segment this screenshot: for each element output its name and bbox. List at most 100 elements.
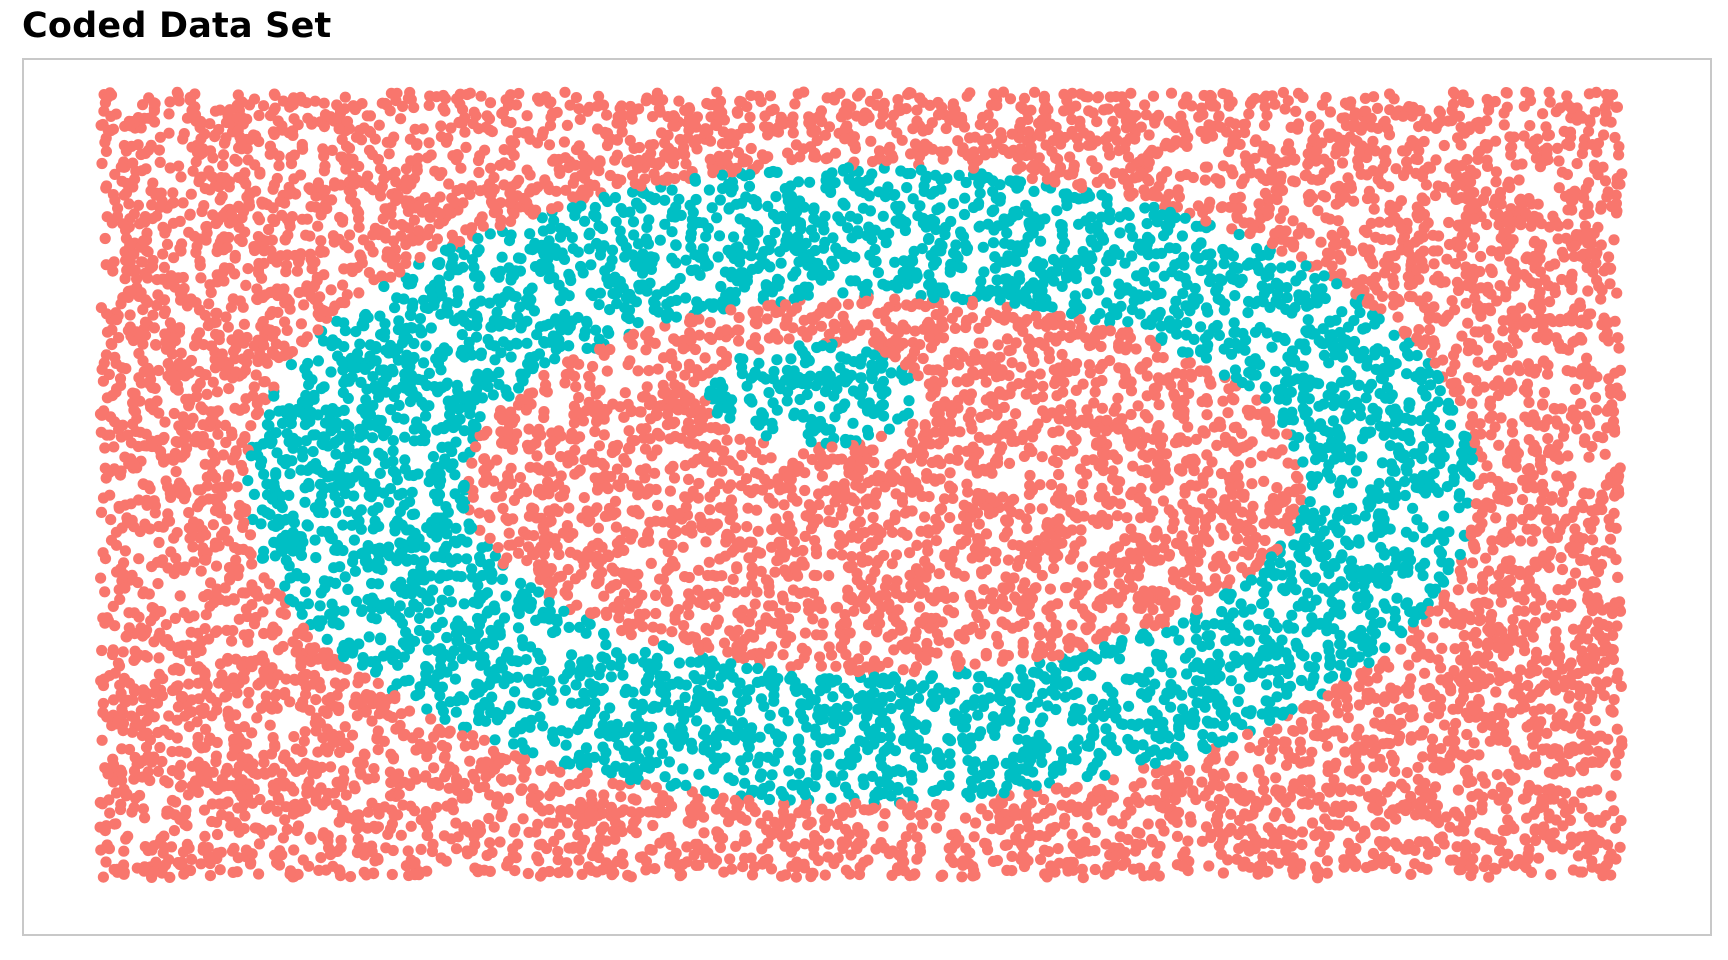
scatter-point-outer bbox=[1130, 343, 1142, 355]
scatter-point-outer bbox=[170, 466, 182, 478]
scatter-point-outer bbox=[1080, 579, 1092, 592]
scatter-point-outer bbox=[842, 561, 855, 573]
scatter-point-ring bbox=[1225, 675, 1237, 687]
chart-title: Coded Data Set bbox=[22, 6, 332, 46]
scatter-point-ring bbox=[521, 337, 533, 349]
scatter-point-outer bbox=[570, 381, 582, 393]
scatter-point-outer bbox=[978, 584, 990, 596]
scatter-point-outer bbox=[1001, 864, 1013, 877]
scatter-point-outer bbox=[505, 116, 517, 129]
scatter-point-outer bbox=[930, 513, 942, 525]
scatter-point-outer bbox=[754, 547, 767, 559]
scatter-point-outer bbox=[626, 338, 638, 350]
scatter-point-outer bbox=[955, 538, 967, 550]
scatter-point-outer bbox=[251, 283, 263, 295]
scatter-point-ring bbox=[902, 786, 914, 798]
scatter-point-ring bbox=[393, 489, 405, 501]
scatter-point-outer bbox=[769, 566, 781, 578]
scatter-point-outer bbox=[478, 429, 490, 441]
scatter-point-ring bbox=[299, 496, 311, 508]
scatter-point-outer bbox=[1112, 392, 1124, 404]
scatter-point-outer bbox=[240, 279, 252, 291]
scatter-point-outer bbox=[205, 577, 217, 589]
scatter-point-ring bbox=[330, 507, 342, 519]
scatter-point-ring bbox=[1218, 258, 1230, 270]
scatter-point-ring bbox=[489, 734, 501, 746]
scatter-point-outer bbox=[1569, 567, 1582, 579]
scatter-point-outer bbox=[665, 370, 678, 382]
scatter-point-outer bbox=[1305, 110, 1317, 122]
scatter-point-outer bbox=[1564, 766, 1576, 778]
scatter-point-ring bbox=[302, 520, 314, 532]
scatter-point-ring bbox=[769, 226, 781, 239]
scatter-point-outer bbox=[1440, 811, 1452, 823]
scatter-point-ring bbox=[741, 693, 753, 706]
scatter-point-outer bbox=[340, 789, 352, 801]
scatter-point-outer bbox=[1021, 522, 1033, 534]
scatter-point-outer bbox=[1224, 574, 1236, 586]
scatter-point-ring bbox=[889, 256, 901, 268]
scatter-point-outer bbox=[484, 97, 497, 109]
scatter-point-outer bbox=[1201, 449, 1213, 461]
scatter-point-outer bbox=[619, 387, 631, 399]
scatter-point-outer bbox=[1244, 742, 1256, 754]
scatter-point-outer bbox=[704, 316, 716, 329]
scatter-point-ring bbox=[1362, 382, 1374, 395]
scatter-point-ring bbox=[400, 626, 412, 638]
scatter-point-ring bbox=[468, 261, 480, 273]
scatter-point-outer bbox=[469, 773, 481, 785]
scatter-point-ring bbox=[839, 199, 851, 211]
scatter-point-ring bbox=[450, 706, 462, 718]
scatter-point-outer bbox=[969, 658, 981, 670]
scatter-point-outer bbox=[817, 617, 829, 629]
scatter-point-outer bbox=[1107, 115, 1119, 127]
scatter-point-outer bbox=[211, 828, 224, 841]
scatter-point-outer bbox=[1532, 852, 1545, 864]
scatter-point-outer bbox=[1571, 158, 1583, 170]
scatter-point-outer bbox=[201, 388, 213, 400]
scatter-point-ring bbox=[330, 448, 342, 460]
scatter-point-outer bbox=[1379, 267, 1391, 279]
scatter-point-outer bbox=[1133, 426, 1146, 438]
scatter-point-outer bbox=[1341, 701, 1354, 713]
scatter-point-outer bbox=[1089, 386, 1101, 398]
scatter-point-outer bbox=[854, 324, 866, 336]
scatter-point-ring bbox=[1286, 609, 1298, 621]
scatter-point-ring bbox=[994, 294, 1006, 306]
scatter-point-outer bbox=[1201, 409, 1213, 421]
scatter-point-ring bbox=[1348, 345, 1361, 357]
scatter-point-ring bbox=[665, 780, 677, 792]
scatter-point-ring bbox=[710, 739, 722, 751]
scatter-point-outer bbox=[952, 444, 964, 457]
scatter-point-ring bbox=[712, 251, 724, 263]
scatter-point-outer bbox=[279, 814, 291, 826]
scatter-point-outer bbox=[1142, 412, 1154, 424]
scatter-point-outer bbox=[710, 855, 723, 867]
scatter-point-outer bbox=[1602, 733, 1614, 745]
scatter-point-outer bbox=[591, 502, 603, 514]
scatter-point-outer bbox=[1089, 863, 1101, 876]
scatter-point-outer bbox=[280, 801, 292, 813]
scatter-point-ring bbox=[563, 621, 575, 634]
scatter-point-outer bbox=[339, 91, 351, 103]
scatter-point-outer bbox=[573, 391, 585, 404]
scatter-point-outer bbox=[1132, 400, 1144, 412]
scatter-point-outer bbox=[1549, 609, 1561, 621]
scatter-point-outer bbox=[1288, 778, 1300, 790]
scatter-point-ring bbox=[743, 180, 756, 192]
scatter-point-outer bbox=[1256, 450, 1268, 462]
scatter-point-outer bbox=[1519, 833, 1531, 845]
scatter-point-outer bbox=[1236, 771, 1248, 784]
scatter-point-outer bbox=[153, 536, 165, 549]
scatter-point-outer bbox=[1552, 584, 1564, 596]
scatter-point-ring bbox=[1212, 648, 1224, 661]
scatter-point-outer bbox=[1419, 667, 1431, 679]
scatter-point-outer bbox=[1610, 554, 1622, 566]
scatter-point-outer bbox=[1506, 426, 1519, 438]
scatter-point-outer bbox=[897, 664, 909, 676]
scatter-point-outer bbox=[164, 96, 176, 108]
scatter-point-ring bbox=[458, 249, 470, 261]
scatter-point-ring bbox=[1214, 657, 1226, 669]
scatter-point-outer bbox=[173, 95, 185, 107]
scatter-point-outer bbox=[1561, 168, 1573, 181]
